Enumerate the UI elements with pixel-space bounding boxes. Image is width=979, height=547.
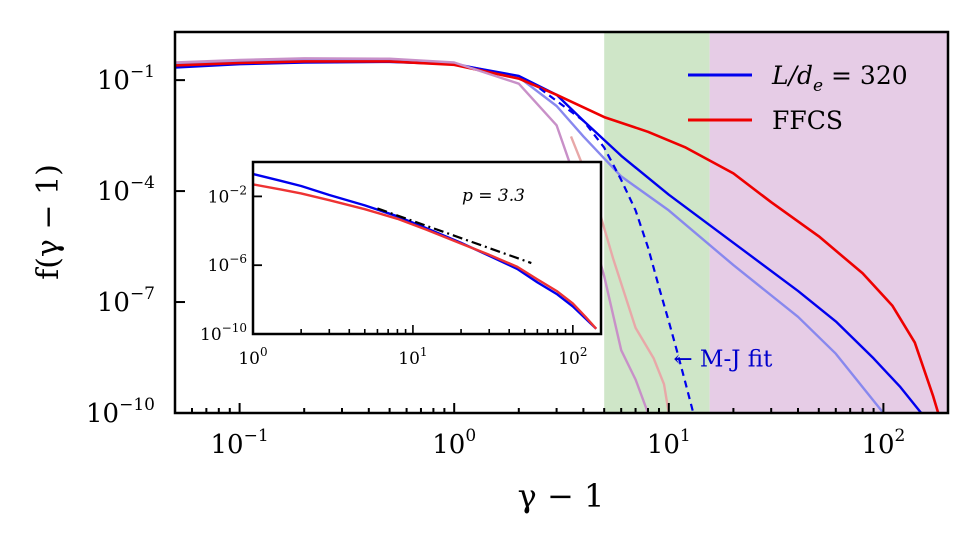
x-tick-label-1: 100 (432, 426, 476, 460)
x-axis-label: γ − 1 (518, 477, 605, 515)
series-red (174, 60, 940, 414)
y-tick-label-1: 10−4 (97, 173, 155, 207)
legend: L/de = 320 FFCS (688, 61, 908, 135)
y-tick-label-2: 10−7 (97, 284, 155, 318)
inset-chart: 100 101 102 10−2 10−6 10−10 p = 3.3 (200, 160, 603, 369)
x-tick-label-3: 102 (861, 426, 905, 460)
inset-x-tick-label-0: 100 (238, 345, 267, 369)
y-tick-label-3: 10−10 (86, 395, 155, 429)
main-plot-frame (173, 30, 950, 415)
x-tick-label-0: 10−1 (211, 426, 269, 460)
x-tick-label-2: 101 (647, 426, 691, 460)
inset-y-tick-label-2: 10−10 (200, 321, 247, 345)
main-ticks: 10−1 100 101 102 10−1 10−4 10−7 10−10 (86, 62, 949, 460)
inset-frame (251, 160, 603, 336)
shaded-region-1 (709, 32, 948, 413)
legend-label-0: L/de = 320 (771, 61, 908, 96)
inset-powerlaw-line (377, 207, 532, 265)
shaded-regions (604, 32, 948, 413)
inset-y-tick-label-1: 10−6 (208, 252, 247, 276)
inset-background (253, 162, 601, 334)
inset-x-tick-label-2: 102 (558, 345, 587, 369)
annotation: ← M-J fit (673, 346, 773, 372)
mj-fit-annotation: ← M-J fit (673, 346, 773, 372)
series-blue-magenta-light (174, 57, 650, 414)
y-axis-label: f(γ − 1) (31, 164, 66, 280)
inset-y-tick-label-0: 10−2 (208, 183, 247, 207)
inset-x-tick-label-1: 101 (398, 345, 427, 369)
series-mj-fit (538, 87, 695, 414)
inset-series-inset-red (252, 183, 598, 330)
y-tick-label-0: 10−1 (97, 62, 155, 96)
inset-p-annotation: p = 3.3 (462, 186, 525, 206)
legend-label-1: FFCS (772, 106, 843, 135)
